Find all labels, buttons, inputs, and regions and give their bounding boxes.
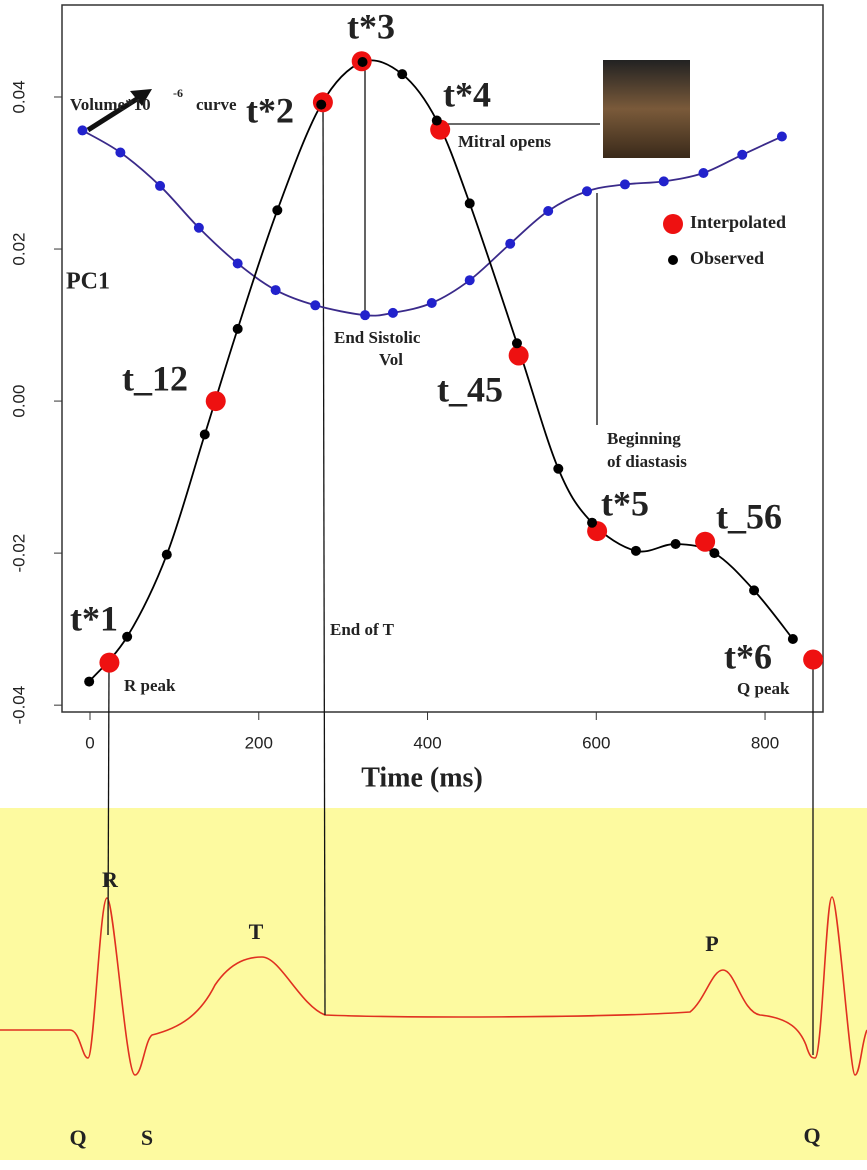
connector bbox=[107, 668, 110, 936]
point bbox=[511, 338, 522, 349]
annotation: t*2 bbox=[246, 90, 294, 130]
x-axis-label: Time (ms) bbox=[361, 762, 483, 793]
point bbox=[193, 222, 204, 233]
x-tick-label: 200 bbox=[245, 733, 273, 752]
point bbox=[619, 179, 630, 190]
point bbox=[122, 631, 133, 642]
point bbox=[695, 531, 716, 552]
point bbox=[737, 149, 748, 160]
x-tick-label: 400 bbox=[413, 733, 441, 752]
annotation: Beginning bbox=[607, 429, 681, 448]
point bbox=[115, 147, 126, 158]
point bbox=[232, 323, 243, 334]
y-tick-label: 0.00 bbox=[9, 385, 28, 418]
point bbox=[749, 585, 760, 596]
ecg-label: Q bbox=[803, 1123, 820, 1148]
ecg-background bbox=[0, 808, 867, 1160]
arrow-head bbox=[130, 89, 152, 106]
annotation: t*6 bbox=[724, 636, 772, 676]
point bbox=[426, 298, 437, 309]
point bbox=[270, 285, 281, 296]
point bbox=[508, 345, 529, 366]
y-tick-label: 0.02 bbox=[9, 232, 28, 265]
legend-label: Interpolated bbox=[690, 212, 786, 232]
x-tick-label: 0 bbox=[85, 733, 94, 752]
point bbox=[397, 69, 408, 80]
point bbox=[316, 99, 327, 110]
point bbox=[155, 180, 166, 191]
ecg-label: Q bbox=[69, 1125, 86, 1150]
arrow bbox=[86, 94, 142, 133]
point bbox=[630, 545, 641, 556]
annotation: t*1 bbox=[70, 598, 118, 638]
legend-marker bbox=[668, 255, 678, 265]
point bbox=[161, 549, 172, 560]
echo-image bbox=[603, 60, 690, 158]
annotation: curve bbox=[196, 95, 237, 114]
annotation: t*4 bbox=[443, 74, 491, 114]
connectors bbox=[107, 62, 814, 1055]
legend-marker bbox=[663, 214, 683, 234]
point bbox=[357, 57, 368, 68]
ecg-label: T bbox=[249, 919, 264, 944]
point bbox=[670, 538, 681, 549]
point bbox=[199, 429, 210, 440]
annotation: t_12 bbox=[122, 358, 188, 398]
point bbox=[310, 300, 321, 311]
point bbox=[360, 310, 371, 321]
point bbox=[99, 652, 120, 673]
x-tick-label: 800 bbox=[751, 733, 779, 752]
point bbox=[77, 125, 88, 136]
point bbox=[776, 131, 787, 142]
ecg-label: P bbox=[705, 931, 718, 956]
point bbox=[543, 206, 554, 217]
annotation: Q peak bbox=[737, 679, 790, 698]
annotation: t_56 bbox=[716, 496, 782, 536]
x-tick-label: 600 bbox=[582, 733, 610, 752]
annotation: Volume*10 bbox=[70, 95, 151, 114]
point bbox=[505, 238, 516, 249]
point bbox=[658, 176, 669, 187]
annotation: -6 bbox=[173, 86, 183, 100]
annotation: Mitral opens bbox=[458, 132, 551, 151]
point bbox=[803, 649, 824, 670]
annotation: Vol bbox=[379, 350, 403, 369]
point bbox=[431, 115, 442, 126]
annotation: t*3 bbox=[347, 6, 395, 46]
ecg-label: R bbox=[102, 867, 119, 892]
y-axis-label: PC1 bbox=[66, 269, 110, 295]
point bbox=[387, 307, 398, 318]
point bbox=[581, 186, 592, 197]
y-tick-label: -0.02 bbox=[9, 534, 28, 573]
point bbox=[464, 198, 475, 209]
point bbox=[272, 205, 283, 216]
plot-frame bbox=[61, 4, 824, 713]
annotation: End Sistolic bbox=[334, 328, 421, 347]
point bbox=[464, 275, 475, 286]
point bbox=[84, 676, 95, 687]
y-tick-label: 0.04 bbox=[9, 80, 28, 113]
legend-label: Observed bbox=[690, 248, 764, 268]
point bbox=[787, 634, 798, 645]
connector bbox=[322, 102, 326, 1016]
annotation: t*5 bbox=[601, 483, 649, 523]
point bbox=[232, 258, 243, 269]
annotation: t_45 bbox=[437, 369, 503, 409]
ecg-trace bbox=[0, 896, 867, 1076]
point bbox=[553, 463, 564, 474]
point bbox=[587, 517, 598, 528]
annotation: R peak bbox=[124, 676, 176, 695]
annotation: of diastasis bbox=[607, 452, 687, 471]
point bbox=[205, 391, 226, 412]
point bbox=[709, 548, 720, 559]
annotation: End of T bbox=[330, 620, 395, 639]
point bbox=[698, 168, 709, 179]
y-tick-label: -0.04 bbox=[9, 686, 28, 725]
ecg-label: S bbox=[141, 1125, 153, 1150]
